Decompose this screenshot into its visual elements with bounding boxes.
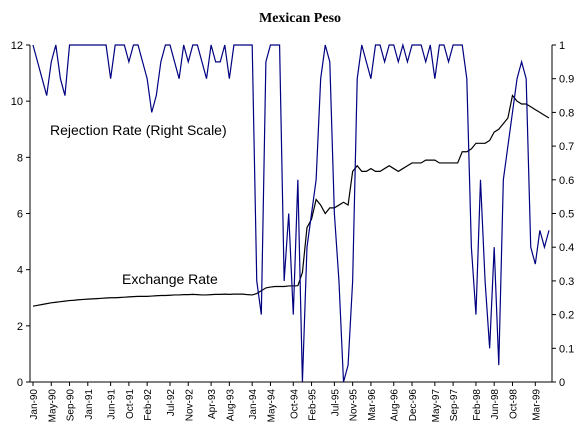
x-tick-label: Feb-98	[472, 389, 483, 421]
y2-tick-label: 0.4	[559, 242, 574, 254]
x-tick-label: Jun-91	[107, 389, 118, 420]
x-tick-label: Oct-98	[508, 389, 519, 419]
chart-title: Mexican Peso	[259, 11, 341, 26]
y2-tick-label: 0.6	[559, 175, 574, 187]
x-tick-label: Apr-93	[207, 389, 218, 419]
x-tick-label: Feb-92	[143, 389, 154, 421]
y2-tick-label: 0	[559, 377, 565, 389]
y-tick-label: 0	[17, 377, 23, 389]
y2-tick-label: 0.9	[559, 74, 574, 86]
y2-tick-label: 0.1	[559, 343, 574, 355]
y2-tick-label: 1	[559, 40, 565, 52]
y-tick-label: 12	[11, 40, 23, 52]
x-tick-label: Jan-90	[29, 389, 40, 420]
x-tick-label: Jun-98	[490, 389, 501, 420]
x-tick-label: Aug-93	[225, 389, 236, 422]
x-tick-label: Jul-95	[330, 389, 341, 417]
x-tick-label: Aug-96	[390, 389, 401, 422]
y-tick-label: 10	[11, 96, 23, 108]
x-tick-label: Jul-92	[166, 389, 177, 417]
y2-tick-label: 0.3	[559, 276, 574, 288]
y2-tick-label: 0.8	[559, 107, 574, 119]
annotation: Exchange Rate	[122, 271, 218, 287]
x-tick-label: Feb-95	[308, 389, 319, 421]
x-tick-label: Mar-99	[531, 389, 542, 421]
y-tick-label: 6	[17, 209, 23, 221]
x-tick-label: May-97	[431, 389, 442, 423]
x-tick-label: May-94	[266, 389, 277, 423]
x-tick-label: Oct-91	[125, 389, 136, 419]
y-tick-label: 2	[17, 321, 23, 333]
series-line	[32, 94, 550, 307]
y-tick-label: 8	[17, 152, 23, 164]
y2-tick-label: 0.2	[559, 310, 574, 322]
x-tick-label: Dec-96	[408, 389, 419, 422]
annotation: Rejection Rate (Right Scale)	[50, 122, 227, 138]
y-tick-label: 4	[17, 265, 23, 277]
x-tick-label: Nov-95	[349, 389, 360, 422]
x-tick-label: Mar-96	[367, 389, 378, 421]
x-tick-label: May-90	[47, 389, 58, 423]
x-tick-label: Oct-94	[289, 389, 300, 419]
x-tick-label: Jan-94	[248, 389, 259, 420]
x-tick-label: Nov-92	[184, 389, 195, 422]
x-tick-label: Sep-90	[66, 389, 77, 422]
x-tick-label: Jan-91	[84, 389, 95, 420]
x-tick-label: Sep-97	[449, 389, 460, 422]
series-line	[32, 42, 550, 383]
y2-tick-label: 0.5	[559, 209, 574, 221]
y2-tick-label: 0.7	[559, 141, 574, 153]
